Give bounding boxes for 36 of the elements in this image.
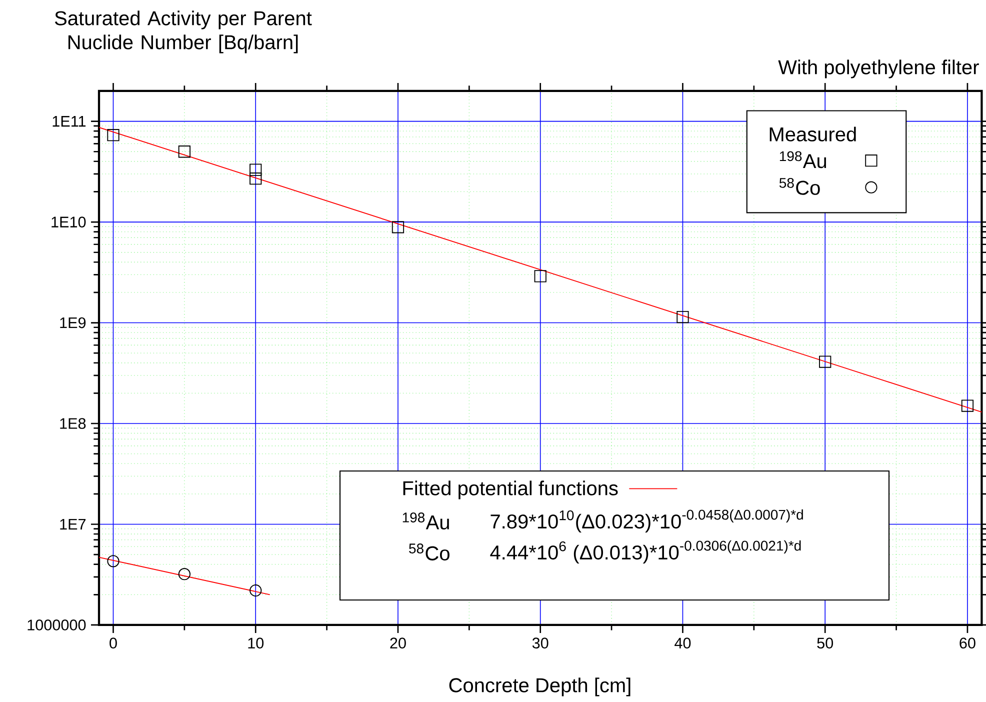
annotation: $^{58}$Co xyxy=(409,544,450,560)
x-tick-label: 40 xyxy=(674,638,691,649)
annotation: $\text{7.89*10}^{\text{10}}\text{(Δ0.023)*10}^{\text{-0.0458(Δ0.0007)*d}}$ xyxy=(490,509,803,533)
point xyxy=(961,400,974,412)
point xyxy=(392,221,404,234)
point xyxy=(819,356,832,368)
y-tick-label: 1E11 xyxy=(52,116,86,127)
y-tick-label: 1000000 xyxy=(28,620,86,630)
point xyxy=(534,270,546,282)
point xyxy=(107,129,120,142)
x-tick-label: 60 xyxy=(960,638,976,649)
x-tick-label: 30 xyxy=(532,638,548,649)
x-tick-label: 10 xyxy=(248,638,264,649)
annotation: $^{198}$Au xyxy=(402,512,449,530)
point xyxy=(178,146,190,158)
point xyxy=(250,172,262,185)
point xyxy=(250,164,262,176)
y-axis-title: Saturated Activity per Parent Nuclide Number [Bq/barn] xyxy=(54,10,312,54)
point xyxy=(178,568,190,580)
point xyxy=(250,584,262,597)
y-tick-label: 1E9 xyxy=(60,317,86,328)
chart-title: With polyethylene filter xyxy=(778,60,979,78)
x-tick-label: 20 xyxy=(390,638,406,649)
y-tick-label: 1E10 xyxy=(52,216,86,228)
y-tick-label: 1E7 xyxy=(60,518,86,530)
point xyxy=(107,555,120,568)
annotation: $\text{4.44*10}^{\text{6}}\text{ (Δ0.013)*10}^{\text{-0.0306(Δ0.0021)*d}}$ xyxy=(490,540,801,564)
x-axis-title: Concrete Depth [cm] xyxy=(449,678,630,696)
x-tick-label: 50 xyxy=(817,638,834,649)
legend-title: Measured xyxy=(770,126,856,142)
y-tick-label: 1E8 xyxy=(60,418,86,429)
legend-label: Fitted potential functions xyxy=(403,480,618,500)
legend-label: $^{198}$Au xyxy=(780,151,826,168)
point xyxy=(676,310,689,324)
x-tick-label: 0 xyxy=(110,638,117,649)
legend-label: $^{58}$Co xyxy=(779,178,820,195)
